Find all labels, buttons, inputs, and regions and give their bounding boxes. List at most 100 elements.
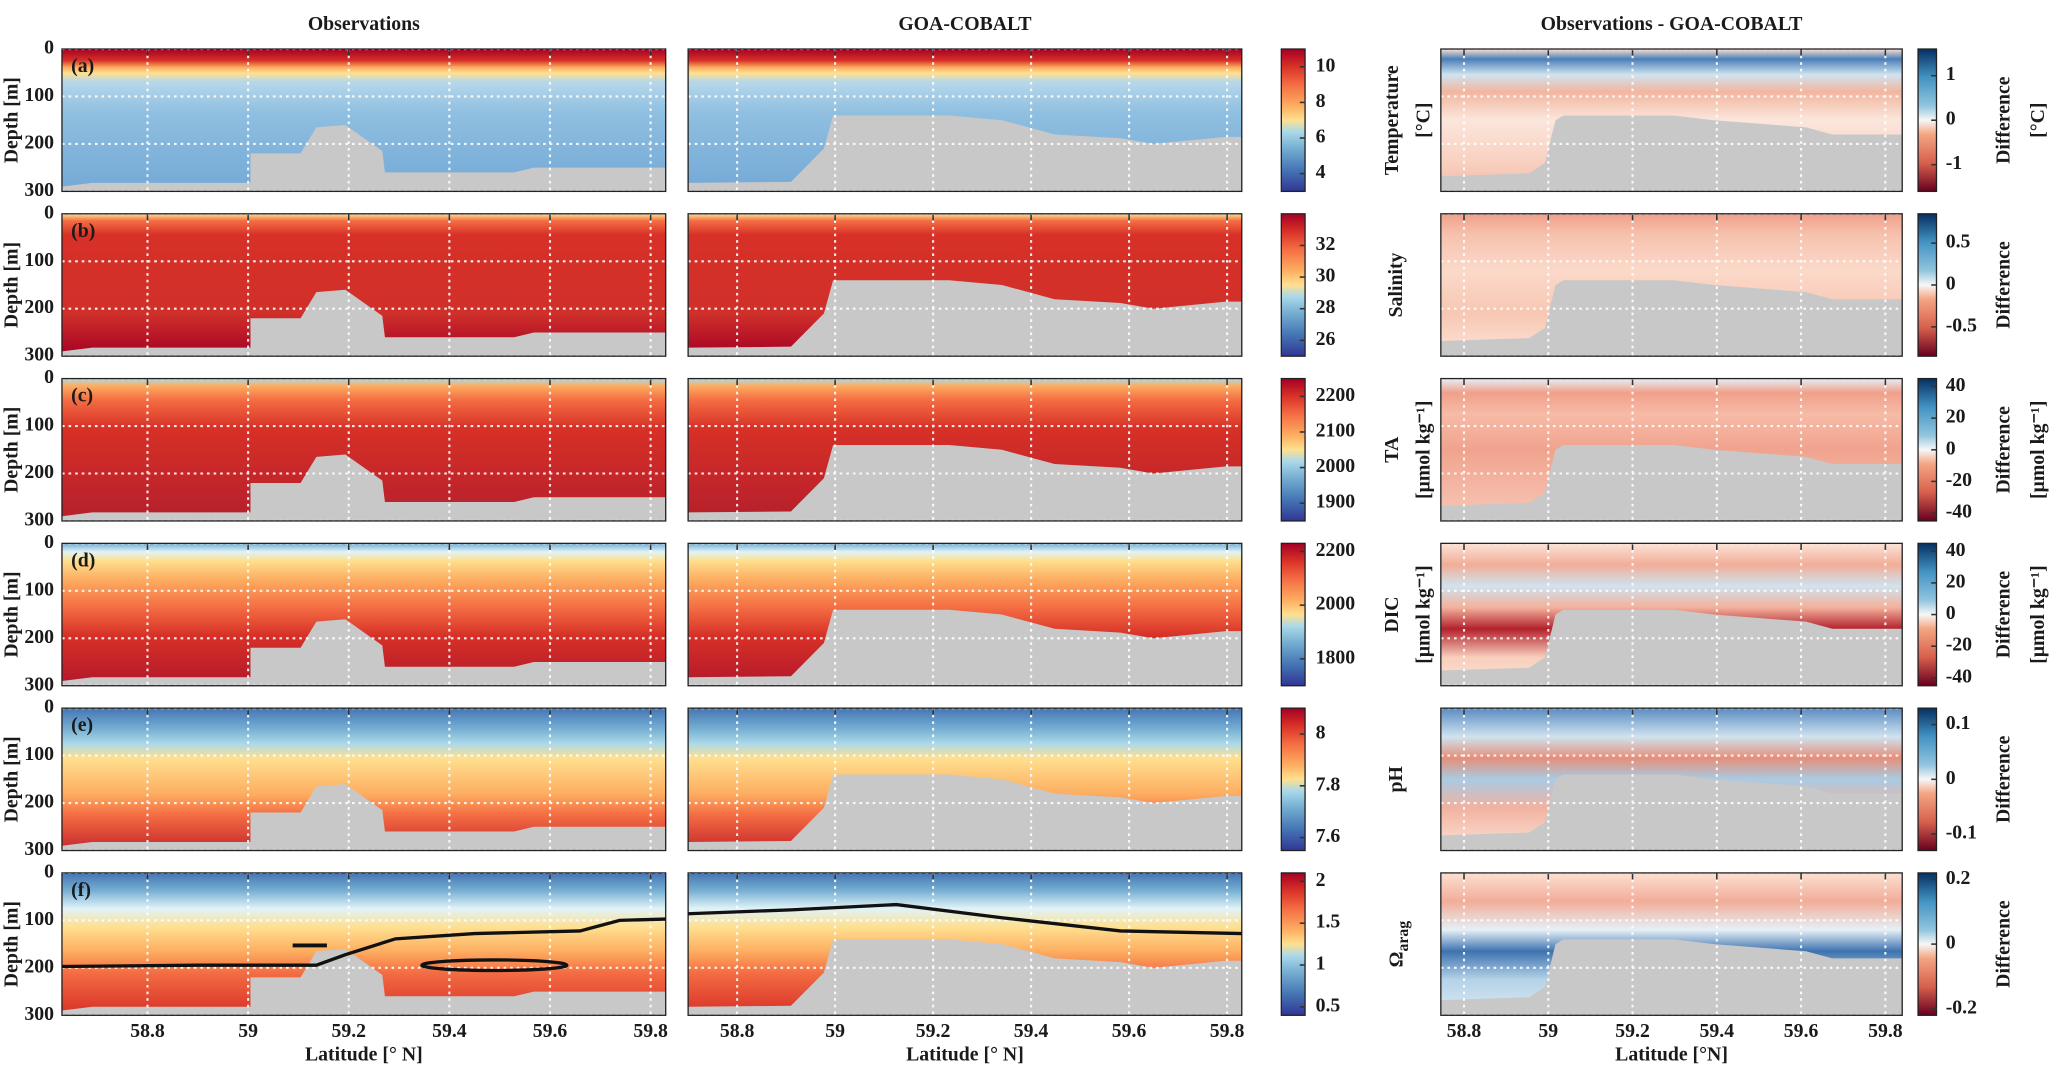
difference-label: Difference — [1993, 406, 2015, 494]
panel-frame — [61, 377, 667, 522]
variable-label: Ωarag — [1385, 921, 1412, 968]
bathymetry — [688, 609, 1242, 686]
y-tick-label: 0 — [44, 696, 54, 718]
colorbar — [1280, 213, 1306, 357]
bathymetry — [1440, 445, 1903, 521]
y-tick-label: 0 — [44, 366, 54, 388]
x-axis-label: Latitude [° N] — [906, 1044, 1024, 1066]
colorbar-tick-label: 2000 — [1316, 455, 1356, 477]
y-tick-label: 100 — [24, 743, 54, 765]
y-tick-label: 0 — [44, 201, 54, 223]
colorbar-tick-label: 1 — [1316, 953, 1326, 975]
panel-label: (b) — [71, 220, 95, 242]
colorbar-tick-label: -40 — [1946, 501, 1972, 523]
omega-contour — [61, 917, 666, 969]
difference-label: Difference — [1993, 241, 2015, 329]
y-tick-label: 200 — [24, 131, 54, 153]
colorbar-tick-label: -20 — [1946, 469, 1972, 491]
y-tick-label: 0 — [44, 860, 54, 882]
colorbar-tick-label: 10 — [1316, 54, 1336, 76]
panel-label: (e) — [71, 714, 93, 736]
variable-label: Temperature — [1381, 65, 1403, 175]
difference-label: [μmol kg⁻¹] — [2027, 565, 2049, 663]
variable-label: TA — [1381, 436, 1403, 463]
x-tick-label: 58.8 — [130, 1020, 165, 1042]
colorbar-tick-label: 0 — [1946, 932, 1956, 954]
colorbar-tick-label: 1.5 — [1316, 911, 1341, 933]
colorbar — [1280, 707, 1306, 852]
panel-frame — [1440, 872, 1903, 1016]
colorbar-tick-label: 20 — [1946, 570, 1966, 592]
colorbar — [1280, 872, 1306, 1016]
y-axis-label: Depth [m] — [1, 77, 23, 163]
colorbar-tick-label: 2100 — [1316, 420, 1356, 442]
panel-label: (f) — [71, 879, 91, 901]
x-tick-label: 59.4 — [432, 1020, 467, 1042]
y-tick-label: 300 — [24, 673, 54, 695]
colorbar-tick-label: 0.5 — [1946, 231, 1971, 253]
variable-symbol: Ω — [1385, 952, 1407, 968]
panel-label: (d) — [71, 549, 95, 571]
colorbar-tick-label: 40 — [1946, 374, 1966, 396]
bathymetry — [61, 289, 666, 357]
y-tick-label: 100 — [24, 578, 54, 600]
colorbar-tick-label: -1 — [1946, 152, 1962, 174]
colorbar-tick-label: 32 — [1316, 233, 1336, 255]
y-tick-label: 200 — [24, 791, 54, 813]
variable-label: Salinity — [1385, 252, 1407, 317]
colorbar-tick-label: 40 — [1946, 539, 1966, 561]
y-axis-label: Depth [m] — [1, 901, 23, 987]
bathymetry — [688, 115, 1242, 192]
x-tick-label: 59.2 — [1615, 1020, 1650, 1042]
y-tick-label: 100 — [24, 414, 54, 436]
y-axis-label: Depth [m] — [1, 571, 23, 657]
bathymetry — [688, 774, 1242, 851]
y-tick-label: 300 — [24, 1003, 54, 1025]
y-tick-label: 300 — [24, 179, 54, 201]
x-tick-label: 59.2 — [916, 1020, 951, 1042]
bathymetry — [1440, 115, 1903, 192]
difference-label: Difference — [1993, 900, 2015, 988]
panel-frame — [1440, 542, 1903, 687]
variable-label: pH — [1385, 766, 1407, 793]
colorbar-tick-label: 0.2 — [1946, 867, 1971, 889]
bathymetry — [1440, 774, 1903, 851]
colorbar-tick-label: 8 — [1316, 90, 1326, 112]
x-tick-label: 59.6 — [1784, 1020, 1819, 1042]
variable-label: [μmol kg⁻¹] — [1413, 565, 1435, 663]
bathymetry — [688, 939, 1242, 1016]
panel-frame — [61, 872, 667, 1016]
y-tick-label: 200 — [24, 955, 54, 977]
x-tick-label: 59.6 — [533, 1020, 568, 1042]
panel-frame — [687, 542, 1243, 687]
colorbar-tick-label: 2000 — [1316, 593, 1356, 615]
bathymetry — [61, 948, 666, 1016]
y-tick-label: 300 — [24, 838, 54, 860]
y-axis-label: Depth [m] — [1, 242, 23, 328]
bathymetry — [61, 454, 666, 521]
colorbar-tick-label: -0.1 — [1946, 822, 1977, 844]
variable-label: [°C] — [1413, 103, 1435, 138]
y-tick-label: 200 — [24, 296, 54, 318]
difference-label: [°C] — [2027, 103, 2049, 138]
y-tick-label: 0 — [44, 37, 54, 59]
colorbar-tick-label: 28 — [1316, 296, 1336, 318]
colorbar-tick-label: 1900 — [1316, 491, 1356, 513]
y-tick-label: 200 — [24, 461, 54, 483]
colorbar-tick-label: 0.1 — [1946, 712, 1971, 734]
column-title: Observations — [308, 13, 420, 35]
y-tick-label: 100 — [24, 908, 54, 930]
bathymetry — [61, 619, 666, 686]
bathymetry — [1440, 280, 1903, 357]
colorbar-tick-label: 0 — [1946, 273, 1956, 295]
panel-frame — [1440, 707, 1903, 852]
difference-label: Difference — [1993, 76, 2015, 164]
x-tick-label: 59.8 — [633, 1020, 668, 1042]
y-tick-label: 300 — [24, 508, 54, 530]
colorbar — [1280, 48, 1306, 193]
y-tick-label: 100 — [24, 249, 54, 271]
x-tick-label: 59.4 — [1700, 1020, 1735, 1042]
x-tick-label: 59 — [238, 1020, 258, 1042]
colorbar-tick-label: 26 — [1316, 328, 1336, 350]
